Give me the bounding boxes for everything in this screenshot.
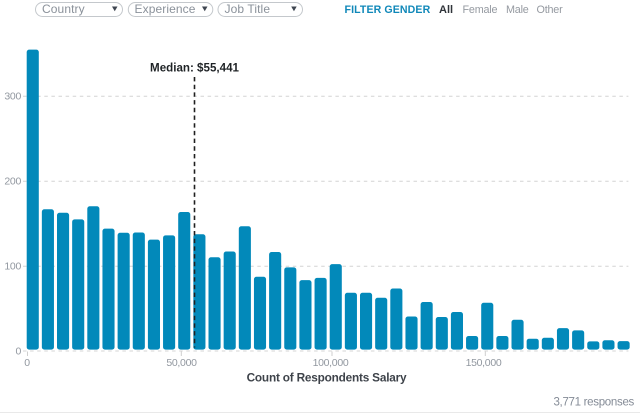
svg-text:Job Title: Job Title: [225, 2, 271, 16]
svg-text:Experience: Experience: [135, 2, 196, 16]
svg-text:All: All: [439, 4, 453, 16]
svg-text:Country: Country: [42, 2, 85, 16]
svg-text:Male: Male: [506, 4, 529, 16]
svg-text:3,771 responses: 3,771 responses: [553, 397, 634, 409]
svg-text:150,000: 150,000: [466, 357, 502, 369]
svg-text:Female: Female: [463, 4, 498, 16]
svg-text:100: 100: [4, 261, 21, 273]
svg-text:Median: $55,441: Median: $55,441: [150, 62, 239, 75]
svg-text:50,000: 50,000: [166, 357, 197, 369]
svg-text:0: 0: [24, 357, 30, 369]
svg-text:200: 200: [4, 176, 21, 188]
svg-text:FILTER GENDER: FILTER GENDER: [345, 4, 431, 16]
svg-text:0: 0: [15, 346, 21, 358]
svg-text:300: 300: [4, 91, 21, 103]
svg-text:Other: Other: [537, 4, 564, 16]
svg-text:100,000: 100,000: [313, 357, 349, 369]
svg-text:Count of Respondents Salary: Count of Respondents Salary: [247, 371, 407, 385]
